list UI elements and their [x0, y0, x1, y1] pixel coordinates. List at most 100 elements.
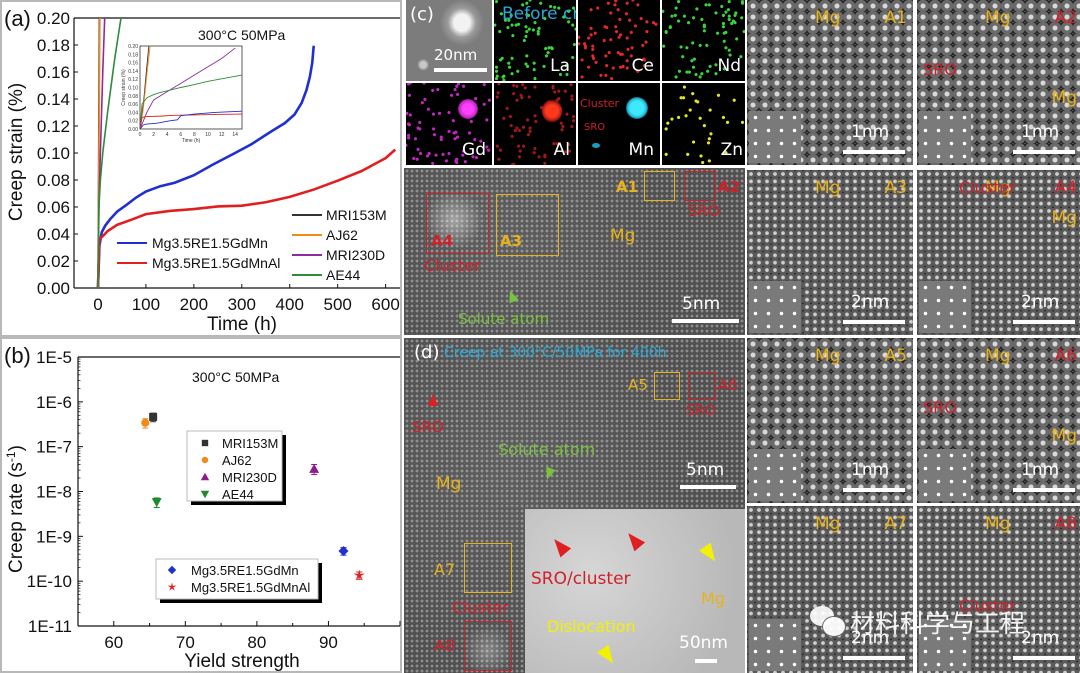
legend-entry: AE44: [326, 267, 360, 283]
chart-b-title: 300°C 50MPa: [192, 369, 280, 385]
chart-a-title: 300°C 50MPa: [198, 27, 286, 43]
eds-label-nd: Nd: [717, 56, 741, 76]
tem-inset-dislocation: SRO/cluster Mg Dislocation 50nm: [525, 509, 745, 673]
chart-b-xtick-label: 60: [104, 633, 123, 652]
tile-id-label: A4: [1054, 178, 1077, 198]
inset-line-mg3.5re1.5gdmn: [139, 110, 243, 130]
tile-phase-label: Mg: [815, 178, 841, 198]
chart-b-ytick-label: 1E-9: [36, 527, 72, 546]
chart-b-ylabel-close: ): [6, 445, 27, 451]
stem-after-creep: (d) Creep at 300°C/50MPa for 400h A5 A6 …: [404, 338, 745, 673]
eds-map-nd: Nd: [662, 0, 745, 81]
chart-b-xtick-label: 80: [247, 633, 266, 652]
legend-entry: MRI153M: [222, 436, 278, 451]
chart-a-xtick-label: 600: [371, 295, 399, 314]
box-a7: [464, 543, 512, 593]
box-a3-label: A3: [500, 232, 523, 250]
chart-a-ytick-label: 0.00: [37, 279, 70, 298]
tile-note-label: Cluster: [959, 178, 1016, 197]
tile-note-label: Cluster: [959, 596, 1016, 615]
chart-a-ytick-label: 0.08: [37, 171, 70, 190]
tile-scale-bar: [1013, 488, 1075, 492]
hrstem-tile-a4: Mg A4 Cluster Mg 2nm: [917, 170, 1080, 335]
tile-id-label: A5: [884, 346, 907, 366]
legend-2-box: [155, 558, 319, 600]
chart-b-ylabel: Creep rate (s-1): [4, 445, 27, 573]
box-a7-label: A7: [434, 560, 456, 579]
chart-a-ytick-label: 0.12: [37, 117, 70, 136]
a6-sro-label: SRO: [686, 403, 716, 419]
solute-atom-label-d: Solute atom: [498, 440, 596, 459]
eds-map-mn: Cluster SRO Mn: [578, 83, 660, 165]
inset-ytick-label: 0.14: [128, 69, 138, 75]
series-line-ae44: [97, 17, 122, 289]
data-point-ae44: [151, 498, 162, 508]
hrstem-tile-a3: Mg A3 2nm: [747, 170, 913, 335]
inset-xtick-label: 2: [152, 132, 155, 138]
hrstem-tile-a8: Mg A8 Cluster 2nm: [917, 506, 1080, 673]
sro-arrow-1: [548, 534, 572, 558]
inset-xtick-label: 14: [232, 132, 238, 138]
chart-b-ytick-label: 1E-11: [28, 617, 72, 636]
inset-ytick-label: 0.02: [128, 119, 138, 125]
hrstem-tile-a5: Mg A5 1nm: [747, 338, 913, 503]
chart-b-ytick-label: 1E-7: [36, 438, 72, 457]
chart-a-ylabel: Creep strain (%): [6, 83, 27, 221]
solute-atom-label: Solute atom: [458, 310, 550, 328]
cluster-bright-region: [424, 190, 484, 250]
tile-scale-label: 2nm: [1021, 292, 1060, 312]
legend-entry: Mg3.5RE1.5GdMn: [191, 563, 299, 578]
tile-mg-label: Mg: [1051, 426, 1077, 446]
tile-phase-label: Mg: [985, 178, 1011, 198]
tile-scale-label: 2nm: [851, 292, 890, 312]
chart-a-ytick-label: 0.16: [37, 63, 70, 82]
inset-line-mg3.5re1.5gdmnal: [139, 113, 243, 130]
cluster-label-d: Cluster: [452, 598, 509, 617]
inset-xtick-label: 10: [205, 132, 211, 138]
stem-d-scale-bar: [680, 485, 736, 489]
chart-a-ytick-label: 0.06: [37, 198, 70, 217]
tile-scale-bar: [843, 488, 905, 492]
data-point-mri153m: [149, 412, 158, 421]
inset-frame: [139, 45, 243, 130]
box-a2: [684, 171, 716, 201]
legend-entry: Mg3.5RE1.5GdMnAl: [191, 580, 310, 595]
solute-arrow-d: [542, 466, 556, 482]
tile-phase-label: Mg: [985, 8, 1011, 28]
box-a5: [654, 372, 680, 400]
mg-label-d: Mg: [436, 474, 462, 494]
data-point-mri230d: [309, 463, 320, 473]
fft-inset: [749, 449, 801, 501]
series-line-mg3.5re1.5gdmn: [96, 45, 316, 289]
tile-scale-bar: [843, 656, 905, 660]
tile-scale-label: 2nm: [1021, 628, 1060, 648]
legend-entry: MRI230D: [222, 470, 277, 485]
tile-scale-bar: [843, 320, 905, 324]
before-creep-title: Before creep: [502, 4, 576, 24]
chart-b-ytick-label: 1E-6: [36, 393, 72, 412]
creep-rate-chart: (b) 1E-11 1E-10 1E-9 1E-8 1E-7 1E-6 1E-5 60 70 80…: [4, 343, 401, 672]
series-line-mg3.5re1.5gdmnal: [96, 148, 397, 289]
tile-id-label: A6: [1054, 346, 1077, 366]
gd-cluster-spot: [458, 99, 478, 119]
inset-ytick-label: 0.00: [128, 127, 138, 133]
inset-ytick-label: 0.06: [128, 102, 138, 108]
chart-a-ytick-label: 0.14: [37, 90, 70, 109]
data-point-mg3.5re1.5gdmn: [338, 546, 349, 557]
left-sro-label: SRO: [412, 418, 444, 436]
watermark-text: 材料科学与工程: [850, 609, 1026, 638]
eds-map-ce: Ce: [578, 0, 660, 81]
legend-entry: AE44: [222, 487, 254, 502]
mg-arrow: [699, 542, 721, 566]
tile-scale-label: 1nm: [851, 460, 890, 480]
inset-xtick-label: 0: [139, 132, 142, 138]
box-a8-label: A8: [434, 636, 456, 655]
chart-a-ytick-label: 0.20: [37, 9, 70, 28]
cluster-label: Cluster: [424, 256, 481, 275]
box-a1-label: A1: [616, 178, 639, 196]
tile-id-label: A2: [1054, 8, 1077, 28]
fft-inset: [749, 111, 801, 163]
mn-sro-spot: [592, 143, 600, 148]
box-a6-label: A6: [718, 376, 738, 394]
haadf-scale-label: 20nm: [434, 46, 478, 64]
